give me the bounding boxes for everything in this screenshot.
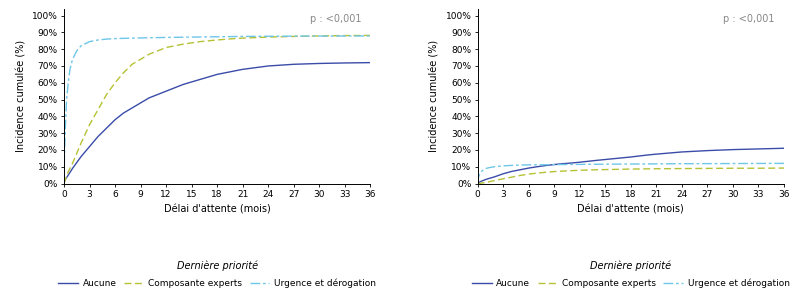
Text: Dernière priorité: Dernière priorité xyxy=(177,260,258,271)
Text: p : <0,001: p : <0,001 xyxy=(723,14,775,24)
X-axis label: Délai d'attente (mois): Délai d'attente (mois) xyxy=(578,204,684,214)
Legend: Aucune, Composante experts, Urgence et dérogation: Aucune, Composante experts, Urgence et d… xyxy=(54,275,379,292)
Y-axis label: Incidence cumulée (%): Incidence cumulée (%) xyxy=(430,40,440,152)
X-axis label: Délai d'attente (mois): Délai d'attente (mois) xyxy=(164,204,270,214)
Text: Dernière priorité: Dernière priorité xyxy=(590,260,671,271)
Text: p : <0,001: p : <0,001 xyxy=(310,14,361,24)
Legend: Aucune, Composante experts, Urgence et dérogation: Aucune, Composante experts, Urgence et d… xyxy=(469,275,794,292)
Y-axis label: Incidence cumulée (%): Incidence cumulée (%) xyxy=(16,40,26,152)
